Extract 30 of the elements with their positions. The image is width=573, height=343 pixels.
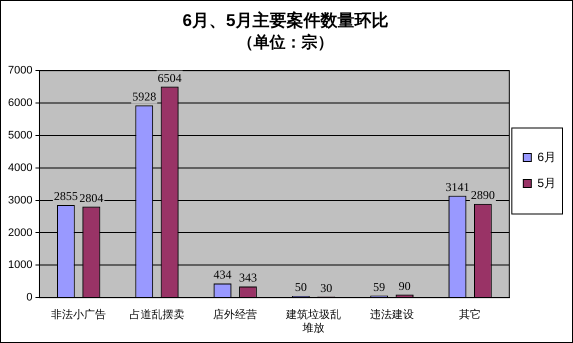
y-tick-label: 2000 [8,226,32,239]
x-tick-label: 店外经营 [213,308,258,322]
data-label: 59 [373,280,386,294]
data-label: 2890 [470,188,495,202]
chart-title: 6月、5月主要案件数量环比 [182,10,388,30]
legend-label: 5月 [537,176,556,190]
data-label: 434 [214,268,232,282]
legend-label: 6月 [537,150,556,164]
chart-subtitle: （单位：宗） [238,32,334,52]
data-label: 90 [398,278,411,293]
data-label: 2804 [79,190,104,205]
x-tick-label: 占道乱摆卖 [129,308,184,322]
y-tick-label: 1000 [8,259,32,272]
x-tick-label: 其它 [459,308,482,322]
data-label: 50 [294,280,307,294]
data-label: 343 [238,270,257,285]
y-tick-label: 7000 [8,64,32,77]
data-label: 3141 [445,180,470,194]
x-tick-label: 非法小广告 [51,308,106,322]
y-tick-label: 5000 [8,129,32,142]
y-tick-label: 3000 [8,194,32,206]
x-tick-label: 违法建设 [370,308,414,322]
data-label: 30 [320,280,332,295]
y-tick-label: 6000 [8,97,32,110]
y-tick-label: 0 [26,292,32,304]
data-label: 5928 [132,90,156,104]
data-label: 2855 [54,189,78,204]
x-tick-label: 建筑垃圾乱堆放 [285,308,342,334]
data-label: 6504 [158,70,182,85]
y-tick-label: 4000 [8,162,32,174]
